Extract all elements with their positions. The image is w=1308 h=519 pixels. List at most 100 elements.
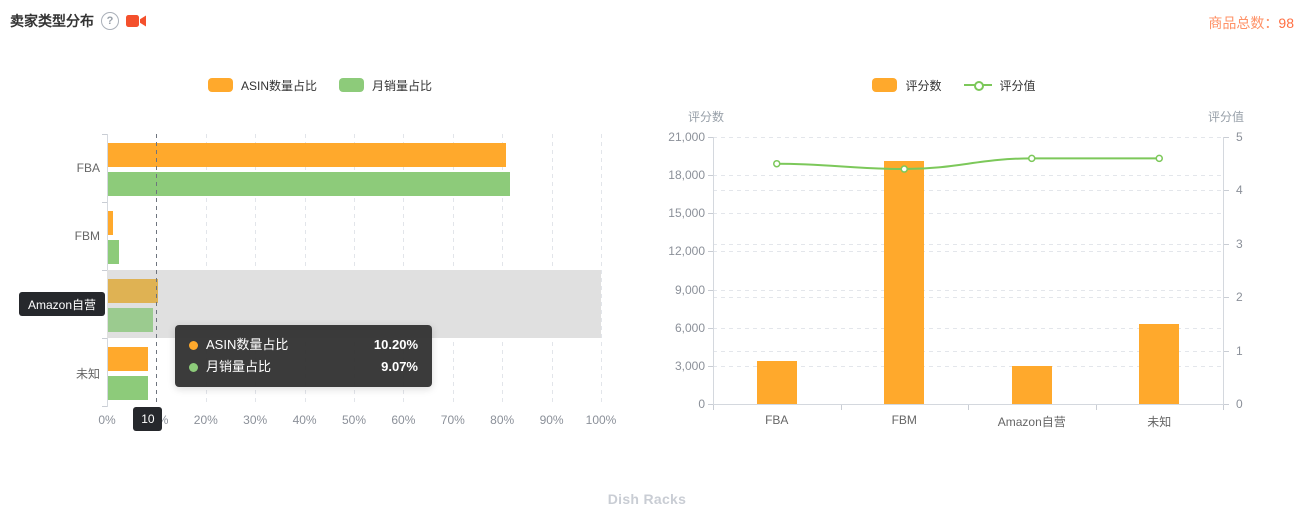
tooltip-series-dot bbox=[189, 340, 198, 350]
video-camera-icon[interactable] bbox=[126, 14, 146, 28]
x-category-label: 未知 bbox=[1147, 415, 1172, 429]
x-category-label: FBA bbox=[765, 413, 789, 427]
x-axis-tick bbox=[968, 405, 969, 410]
page-title-row: 卖家类型分布 ? bbox=[10, 11, 146, 31]
right-axis-tick-label: 2 bbox=[1236, 290, 1243, 305]
rating-value-point-Amazon自营 bbox=[1028, 154, 1036, 163]
bar-FBA-sales[interactable] bbox=[108, 172, 510, 196]
left-axis-tick-label: 3,000 bbox=[674, 358, 705, 373]
category-label: 未知 bbox=[75, 367, 100, 381]
axis-pointer-line bbox=[156, 134, 158, 406]
category-axis-tick bbox=[102, 338, 107, 339]
x-gridline bbox=[601, 134, 602, 406]
legend-item-1[interactable]: ASIN数量占比 bbox=[207, 77, 317, 94]
x-tick-label: 100% bbox=[585, 413, 617, 427]
left-axis-tick bbox=[708, 213, 713, 215]
x-axis-tick bbox=[1095, 405, 1097, 410]
right-axis-tick bbox=[1224, 404, 1229, 405]
right-yaxis-name: 评分值 bbox=[1208, 110, 1245, 124]
legend-label: 评分数 bbox=[905, 78, 942, 93]
left-axis-tick bbox=[708, 175, 713, 177]
right-axis-tick-label: 4 bbox=[1236, 183, 1243, 198]
category-axis-tick bbox=[102, 406, 107, 407]
rating-count-bar-FBA[interactable] bbox=[756, 360, 797, 404]
x-tick-label: 90% bbox=[539, 413, 564, 427]
tooltip-series-label: ASIN数量占比 bbox=[206, 337, 289, 352]
tooltip-row: 月销量占比 9.07% bbox=[189, 356, 418, 378]
legend-item-1[interactable]: 评分数 bbox=[872, 77, 942, 94]
tooltip-row: ASIN数量占比 10.20% bbox=[189, 334, 418, 356]
x-tick-label: 70% bbox=[440, 413, 465, 427]
left-axis-tick bbox=[708, 137, 713, 138]
right-axis-tick bbox=[1224, 190, 1229, 192]
left-axis-tick-label: 15,000 bbox=[668, 206, 705, 221]
right-axis-gridline bbox=[713, 350, 1223, 352]
left-axis-gridline bbox=[713, 175, 1223, 177]
legend-item-2[interactable]: 评分值 bbox=[963, 77, 1036, 94]
legend-swatch-icon bbox=[339, 78, 364, 92]
rating-count-bar-Amazon自营[interactable] bbox=[1011, 365, 1052, 404]
x-tick-label: 40% bbox=[292, 413, 317, 427]
right-axis-tick-label: 0 bbox=[1236, 397, 1243, 411]
legend-swatch-icon bbox=[207, 78, 233, 92]
left-axis-gridline bbox=[713, 251, 1223, 253]
legend-item-2[interactable]: 月销量占比 bbox=[339, 77, 432, 94]
right-axis-tick bbox=[1224, 350, 1229, 352]
seller-type-bar-chart[interactable]: 0%10%20%30%40%50%60%70%80%90%100%FBAFBMA… bbox=[0, 0, 650, 450]
left-axis-tick-label: 18,000 bbox=[668, 168, 705, 183]
x-tick-label: 30% bbox=[243, 413, 268, 427]
right-axis-tick-label: 5 bbox=[1236, 130, 1243, 144]
right-chart-legend: 评分数 评分值 bbox=[640, 77, 1268, 93]
x-axis-pointer-label: 10 bbox=[133, 407, 163, 431]
bar-FBM-sales[interactable] bbox=[108, 240, 119, 264]
left-axis-tick-label: 21,000 bbox=[668, 130, 705, 144]
bar-Amazon自营-sales[interactable] bbox=[108, 308, 153, 332]
rating-value-line-path bbox=[776, 157, 1160, 171]
rating-combo-chart[interactable]: 0 3,000 6,000 9,000 12,000 15,000 18,000 21,000… bbox=[650, 0, 1308, 450]
tooltip-series-label: 月销量占比 bbox=[206, 359, 272, 374]
x-axis-tick bbox=[1223, 405, 1224, 410]
left-axis-gridline bbox=[713, 365, 1223, 367]
left-axis-tick bbox=[708, 251, 713, 253]
legend-swatch-icon bbox=[872, 78, 898, 92]
x-axis-line bbox=[713, 404, 1224, 405]
bar-未知-sales[interactable] bbox=[108, 376, 148, 400]
rating-count-bar-FBM[interactable] bbox=[884, 161, 925, 404]
category-axis-tick bbox=[102, 202, 107, 203]
legend-label: 月销量占比 bbox=[372, 78, 433, 93]
left-axis-tick bbox=[708, 404, 713, 405]
bar-FBM-asin[interactable] bbox=[108, 211, 114, 235]
help-glyph: ? bbox=[106, 15, 114, 27]
left-yaxis-name: 评分数 bbox=[688, 110, 725, 124]
bar-未知-asin[interactable] bbox=[108, 347, 149, 371]
rating-value-line[interactable] bbox=[650, 0, 1308, 450]
x-axis-tick bbox=[713, 405, 714, 410]
category-label: FBA bbox=[76, 161, 100, 175]
rating-value-point-FBA bbox=[773, 159, 781, 168]
rating-count-bar-未知[interactable] bbox=[1139, 323, 1180, 404]
total-products-value: 98 bbox=[1278, 15, 1294, 31]
left-axis-line bbox=[713, 137, 714, 404]
legend-label: 评分值 bbox=[999, 78, 1036, 93]
bar-Amazon自营-asin[interactable] bbox=[108, 279, 159, 303]
footer-category-label: Dish Racks bbox=[607, 491, 687, 507]
rating-value-point-未知 bbox=[1155, 154, 1163, 163]
help-icon[interactable]: ? bbox=[101, 12, 119, 30]
right-axis-tick-label: 3 bbox=[1236, 236, 1243, 251]
total-products-label: 商品总数： bbox=[1208, 15, 1279, 31]
left-axis-gridline bbox=[713, 289, 1223, 291]
x-tick-label: 60% bbox=[391, 413, 416, 427]
x-category-label: Amazon自营 bbox=[997, 415, 1066, 429]
left-axis-tick bbox=[708, 365, 713, 367]
left-axis-tick-label: 12,000 bbox=[668, 244, 705, 259]
bar-FBA-asin[interactable] bbox=[108, 143, 507, 167]
right-axis-gridline bbox=[713, 297, 1223, 299]
page-title: 卖家类型分布 bbox=[10, 13, 94, 29]
left-axis-tick bbox=[708, 289, 713, 291]
right-axis-tick bbox=[1224, 243, 1229, 245]
right-axis-line bbox=[1223, 137, 1224, 404]
right-axis-gridline bbox=[713, 137, 1223, 138]
right-axis-gridline bbox=[713, 243, 1223, 245]
left-axis-gridline bbox=[713, 213, 1223, 215]
